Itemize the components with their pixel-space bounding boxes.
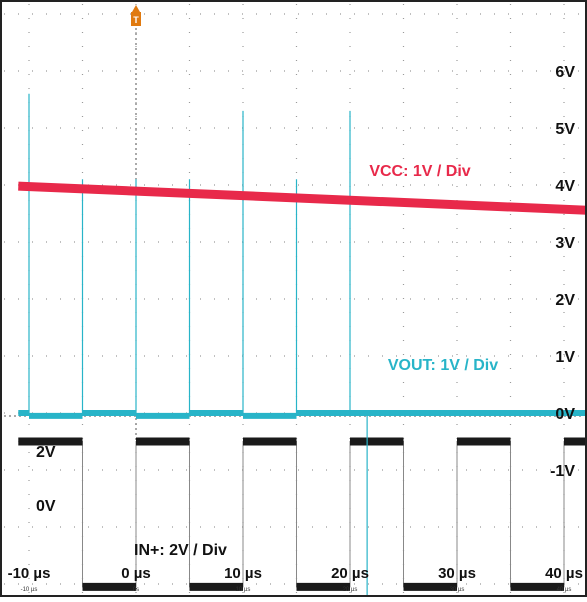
in-plus-label: IN+: 2V / Div <box>134 542 227 559</box>
in-plus-low-label: 0V <box>36 498 56 515</box>
x-tick-label: -10 µs <box>8 565 51 582</box>
vcc-trace <box>18 181 587 215</box>
x-tick-label: 20 µs <box>331 565 369 582</box>
trigger-marker-body <box>131 12 141 26</box>
x-tick-sublabel: 40 µs <box>557 587 572 593</box>
vout-label: VOUT: 1V / Div <box>388 357 498 374</box>
y-tick-label: 5V <box>555 121 575 138</box>
x-tick-sublabel: 10 µs <box>236 587 251 593</box>
y-tick-label: -1V <box>550 463 575 480</box>
trigger-marker-tip <box>132 5 140 12</box>
x-tick-sublabel: 20 µs <box>343 587 358 593</box>
x-tick-sublabel: 0s <box>133 587 139 593</box>
y-tick-label: 1V <box>555 349 575 366</box>
vcc-label: VCC: 1V / Div <box>369 163 470 180</box>
labels: T 6V 5V 4V 3V 2V 1V 0V -1V -10 µs -10 µs 0 µs 0s 10 µ… <box>8 5 583 593</box>
y-tick-label: 2V <box>555 292 575 309</box>
x-tick-sublabel: 30 µs <box>450 587 465 593</box>
x-tick-label: 40 µs <box>545 565 583 582</box>
trigger-marker: T <box>131 5 141 26</box>
x-tick-label: 30 µs <box>438 565 476 582</box>
y-tick-label: 6V <box>555 64 575 81</box>
trigger-label: T <box>133 15 139 25</box>
y-tick-label: 4V <box>555 178 575 195</box>
x-tick-label: 10 µs <box>224 565 262 582</box>
x-tick-label: 0 µs <box>121 565 151 582</box>
x-tick-sublabel: -10 µs <box>21 587 38 593</box>
traces <box>18 93 587 602</box>
in-plus-high-label: 2V <box>36 444 56 461</box>
y-tick-label: 3V <box>555 235 575 252</box>
y-tick-label: 0V <box>555 406 575 423</box>
